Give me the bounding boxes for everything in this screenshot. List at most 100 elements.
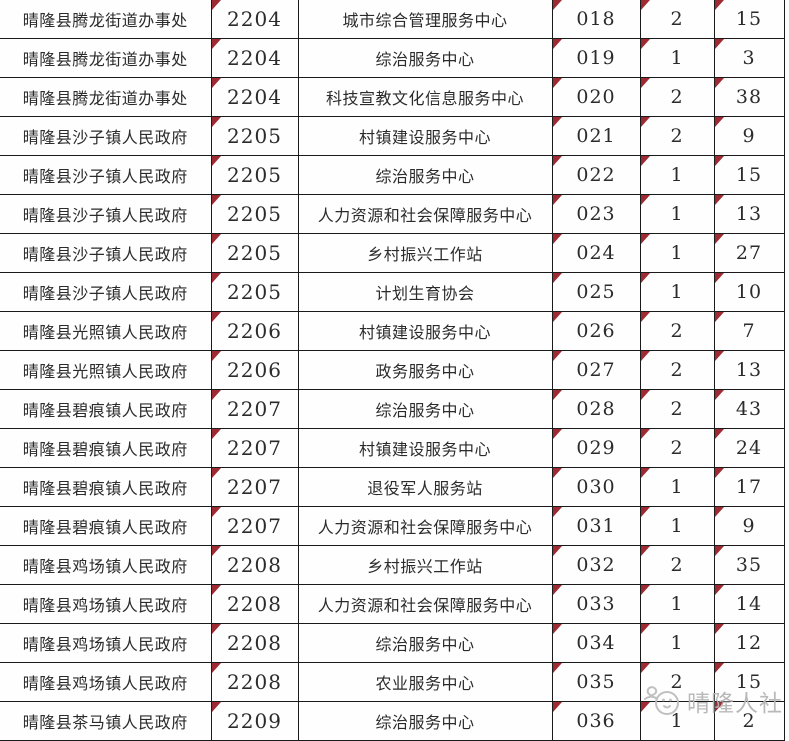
position-code-cell: 020 [551,77,641,117]
unit-code-cell: 2208 [210,584,299,624]
unit-code-cell: 2208 [210,545,299,585]
count-cell: 2 [639,0,715,39]
position-code-cell: 031 [551,506,641,546]
table-row: 晴隆县腾龙街道办事处 2204 综治服务中心 019 1 3 [0,38,785,78]
unit-code-cell: 2204 [210,0,299,39]
unit-code-cell: 2205 [210,233,299,273]
count2-cell: 24 [713,428,785,468]
department-cell: 乡村振兴工作站 [297,233,553,273]
department-cell: 计划生育协会 [297,272,553,312]
department-cell: 村镇建设服务中心 [297,428,553,468]
unit-cell: 晴隆县鸡场镇人民政府 [0,584,212,624]
count2-cell: 35 [713,545,785,585]
count2-cell: 13 [713,194,785,234]
unit-code-cell: 2207 [210,428,299,468]
count2-cell: 12 [713,623,785,663]
count-cell: 2 [639,428,715,468]
count2-cell: 9 [713,506,785,546]
table-row: 晴隆县鸡场镇人民政府 2208 乡村振兴工作站 032 2 35 [0,545,785,585]
unit-cell: 晴隆县腾龙街道办事处 [0,0,212,39]
count-cell: 2 [639,77,715,117]
unit-cell: 晴隆县碧痕镇人民政府 [0,467,212,507]
unit-code-cell: 2205 [210,155,299,195]
position-code-cell: 029 [551,428,641,468]
department-cell: 综治服务中心 [297,155,553,195]
table-row: 晴隆县碧痕镇人民政府 2207 退役军人服务站 030 1 17 [0,467,785,507]
table-row: 晴隆县鸡场镇人民政府 2208 人力资源和社会保障服务中心 033 1 14 [0,584,785,624]
table-row: 晴隆县鸡场镇人民政府 2208 农业服务中心 035 2 15 [0,662,785,702]
unit-code-cell: 2205 [210,116,299,156]
position-code-cell: 023 [551,194,641,234]
unit-cell: 晴隆县沙子镇人民政府 [0,233,212,273]
unit-cell: 晴隆县鸡场镇人民政府 [0,545,212,585]
position-code-cell: 027 [551,350,641,390]
count2-cell: 15 [713,155,785,195]
department-cell: 综治服务中心 [297,38,553,78]
table-row: 晴隆县沙子镇人民政府 2205 计划生育协会 025 1 10 [0,272,785,312]
unit-cell: 晴隆县沙子镇人民政府 [0,155,212,195]
count-cell: 1 [639,272,715,312]
position-code-cell: 025 [551,272,641,312]
unit-code-cell: 2206 [210,311,299,351]
table-row: 晴隆县沙子镇人民政府 2205 综治服务中心 022 1 15 [0,155,785,195]
position-code-cell: 033 [551,584,641,624]
department-cell: 综治服务中心 [297,623,553,663]
count-cell: 1 [639,506,715,546]
unit-cell: 晴隆县碧痕镇人民政府 [0,506,212,546]
table-row: 晴隆县碧痕镇人民政府 2207 村镇建设服务中心 029 2 24 [0,428,785,468]
table-row: 晴隆县鸡场镇人民政府 2208 综治服务中心 034 1 12 [0,623,785,663]
table-row: 晴隆县茶马镇人民政府 2209 综治服务中心 036 1 2 [0,701,785,741]
unit-code-cell: 2207 [210,506,299,546]
position-code-cell: 021 [551,116,641,156]
department-cell: 农业服务中心 [297,662,553,702]
count-cell: 1 [639,584,715,624]
unit-cell: 晴隆县茶马镇人民政府 [0,701,212,741]
table-row: 晴隆县光照镇人民政府 2206 村镇建设服务中心 026 2 7 [0,311,785,351]
count-cell: 1 [639,155,715,195]
count2-cell: 27 [713,233,785,273]
count-cell: 1 [639,701,715,741]
department-cell: 科技宣教文化信息服务中心 [297,77,553,117]
unit-cell: 晴隆县鸡场镇人民政府 [0,623,212,663]
table-row: 晴隆县沙子镇人民政府 2205 人力资源和社会保障服务中心 023 1 13 [0,194,785,234]
department-cell: 城市综合管理服务中心 [297,0,553,39]
unit-code-cell: 2205 [210,272,299,312]
position-code-cell: 032 [551,545,641,585]
position-code-cell: 030 [551,467,641,507]
position-code-cell: 034 [551,623,641,663]
department-cell: 政务服务中心 [297,350,553,390]
count-cell: 2 [639,311,715,351]
position-code-cell: 022 [551,155,641,195]
unit-code-cell: 2204 [210,38,299,78]
unit-cell: 晴隆县碧痕镇人民政府 [0,389,212,429]
unit-cell: 晴隆县光照镇人民政府 [0,311,212,351]
unit-code-cell: 2207 [210,389,299,429]
unit-code-cell: 2208 [210,623,299,663]
table-row: 晴隆县沙子镇人民政府 2205 村镇建设服务中心 021 2 9 [0,116,785,156]
count-cell: 1 [639,467,715,507]
position-code-cell: 018 [551,0,641,39]
count-cell: 2 [639,389,715,429]
unit-cell: 晴隆县沙子镇人民政府 [0,272,212,312]
position-code-cell: 028 [551,389,641,429]
count-cell: 2 [639,350,715,390]
unit-code-cell: 2204 [210,77,299,117]
count-cell: 1 [639,38,715,78]
position-code-cell: 036 [551,701,641,741]
count-cell: 1 [639,623,715,663]
table-row: 晴隆县腾龙街道办事处 2204 城市综合管理服务中心 018 2 15 [0,0,785,39]
count2-cell: 10 [713,272,785,312]
count-cell: 2 [639,662,715,702]
table-row: 晴隆县光照镇人民政府 2206 政务服务中心 027 2 13 [0,350,785,390]
unit-cell: 晴隆县碧痕镇人民政府 [0,428,212,468]
count2-cell: 13 [713,350,785,390]
unit-code-cell: 2206 [210,350,299,390]
department-cell: 乡村振兴工作站 [297,545,553,585]
count2-cell: 38 [713,77,785,117]
department-cell: 退役军人服务站 [297,467,553,507]
count2-cell: 43 [713,389,785,429]
count2-cell: 17 [713,467,785,507]
position-code-cell: 026 [551,311,641,351]
